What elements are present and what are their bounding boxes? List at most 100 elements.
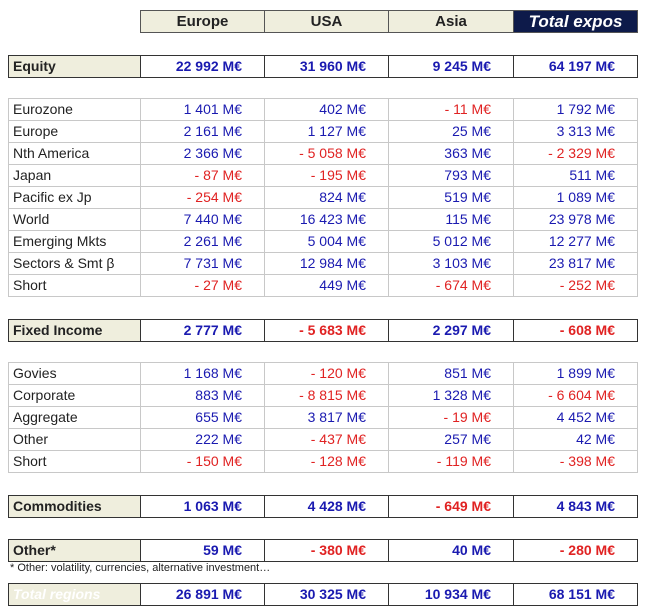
section-total: 40 M€: [388, 539, 514, 562]
row-value: 1 401 M€: [140, 98, 265, 121]
row-value: 23 978 M€: [513, 208, 638, 231]
row-value: 1 089 M€: [513, 186, 638, 209]
section-total: 9 245 M€: [388, 55, 514, 78]
row-value: 363 M€: [388, 142, 514, 165]
total-value: 68 151 M€: [513, 583, 638, 606]
row-value: 1 792 M€: [513, 98, 638, 121]
row-value: - 120 M€: [264, 362, 389, 385]
section-title: Other*: [8, 539, 141, 562]
row-label: Emerging Mkts: [8, 230, 141, 253]
total-label: Total regions: [8, 583, 141, 606]
section-title: Commodities: [8, 495, 141, 518]
row-label: Sectors & Smt β: [8, 252, 141, 275]
row-label: Nth America: [8, 142, 141, 165]
row-value: - 150 M€: [140, 450, 265, 473]
row-value: - 195 M€: [264, 164, 389, 187]
row-value: 824 M€: [264, 186, 389, 209]
row-value: 5 012 M€: [388, 230, 514, 253]
row-value: 5 004 M€: [264, 230, 389, 253]
row-value: 23 817 M€: [513, 252, 638, 275]
row-value: 1 168 M€: [140, 362, 265, 385]
row-value: 1 127 M€: [264, 120, 389, 143]
row-value: 3 817 M€: [264, 406, 389, 429]
row-label: Eurozone: [8, 98, 141, 121]
section-total: 64 197 M€: [513, 55, 638, 78]
row-value: 3 103 M€: [388, 252, 514, 275]
section-total: 4 843 M€: [513, 495, 638, 518]
row-value: - 254 M€: [140, 186, 265, 209]
row-value: 851 M€: [388, 362, 514, 385]
row-value: 655 M€: [140, 406, 265, 429]
row-label: Europe: [8, 120, 141, 143]
total-value: 30 325 M€: [264, 583, 389, 606]
row-value: - 128 M€: [264, 450, 389, 473]
row-value: 7 440 M€: [140, 208, 265, 231]
total-value: 26 891 M€: [140, 583, 265, 606]
column-header: Europe: [140, 10, 265, 33]
row-value: - 87 M€: [140, 164, 265, 187]
row-value: 4 452 M€: [513, 406, 638, 429]
row-value: 1 899 M€: [513, 362, 638, 385]
row-label: Corporate: [8, 384, 141, 407]
row-label: Other: [8, 428, 141, 451]
section-title: Equity: [8, 55, 141, 78]
row-value: - 11 M€: [388, 98, 514, 121]
row-value: 402 M€: [264, 98, 389, 121]
row-value: 42 M€: [513, 428, 638, 451]
row-label: Japan: [8, 164, 141, 187]
row-value: - 437 M€: [264, 428, 389, 451]
row-value: 2 161 M€: [140, 120, 265, 143]
section-total: 22 992 M€: [140, 55, 265, 78]
row-value: 257 M€: [388, 428, 514, 451]
row-value: 449 M€: [264, 274, 389, 297]
row-label: Aggregate: [8, 406, 141, 429]
row-value: - 6 604 M€: [513, 384, 638, 407]
section-total: - 280 M€: [513, 539, 638, 562]
row-label: Short: [8, 450, 141, 473]
row-label: Short: [8, 274, 141, 297]
section-total: 59 M€: [140, 539, 265, 562]
section-total: - 649 M€: [388, 495, 514, 518]
row-value: - 674 M€: [388, 274, 514, 297]
section-total: - 608 M€: [513, 319, 638, 342]
row-value: - 119 M€: [388, 450, 514, 473]
section-total: 4 428 M€: [264, 495, 389, 518]
section-total: 2 777 M€: [140, 319, 265, 342]
section-title: Fixed Income: [8, 319, 141, 342]
row-value: - 8 815 M€: [264, 384, 389, 407]
row-value: 2 366 M€: [140, 142, 265, 165]
section-total: - 5 683 M€: [264, 319, 389, 342]
row-label: Pacific ex Jp: [8, 186, 141, 209]
row-label: World: [8, 208, 141, 231]
column-header: USA: [264, 10, 389, 33]
row-value: - 2 329 M€: [513, 142, 638, 165]
row-value: 519 M€: [388, 186, 514, 209]
row-value: - 19 M€: [388, 406, 514, 429]
row-value: 115 M€: [388, 208, 514, 231]
section-total: 31 960 M€: [264, 55, 389, 78]
row-value: - 398 M€: [513, 450, 638, 473]
column-header: Total expos: [513, 10, 638, 33]
row-value: - 5 058 M€: [264, 142, 389, 165]
total-value: 10 934 M€: [388, 583, 514, 606]
row-value: - 27 M€: [140, 274, 265, 297]
row-value: 1 328 M€: [388, 384, 514, 407]
section-total: 2 297 M€: [388, 319, 514, 342]
row-value: 25 M€: [388, 120, 514, 143]
footnote: * Other: volatility, currencies, alterna…: [10, 562, 271, 574]
section-total: 1 063 M€: [140, 495, 265, 518]
row-value: 7 731 M€: [140, 252, 265, 275]
row-value: - 252 M€: [513, 274, 638, 297]
row-value: 16 423 M€: [264, 208, 389, 231]
row-value: 883 M€: [140, 384, 265, 407]
row-value: 3 313 M€: [513, 120, 638, 143]
section-total: - 380 M€: [264, 539, 389, 562]
row-label: Govies: [8, 362, 141, 385]
column-header: Asia: [388, 10, 514, 33]
row-value: 511 M€: [513, 164, 638, 187]
row-value: 12 277 M€: [513, 230, 638, 253]
row-value: 12 984 M€: [264, 252, 389, 275]
row-value: 222 M€: [140, 428, 265, 451]
row-value: 793 M€: [388, 164, 514, 187]
